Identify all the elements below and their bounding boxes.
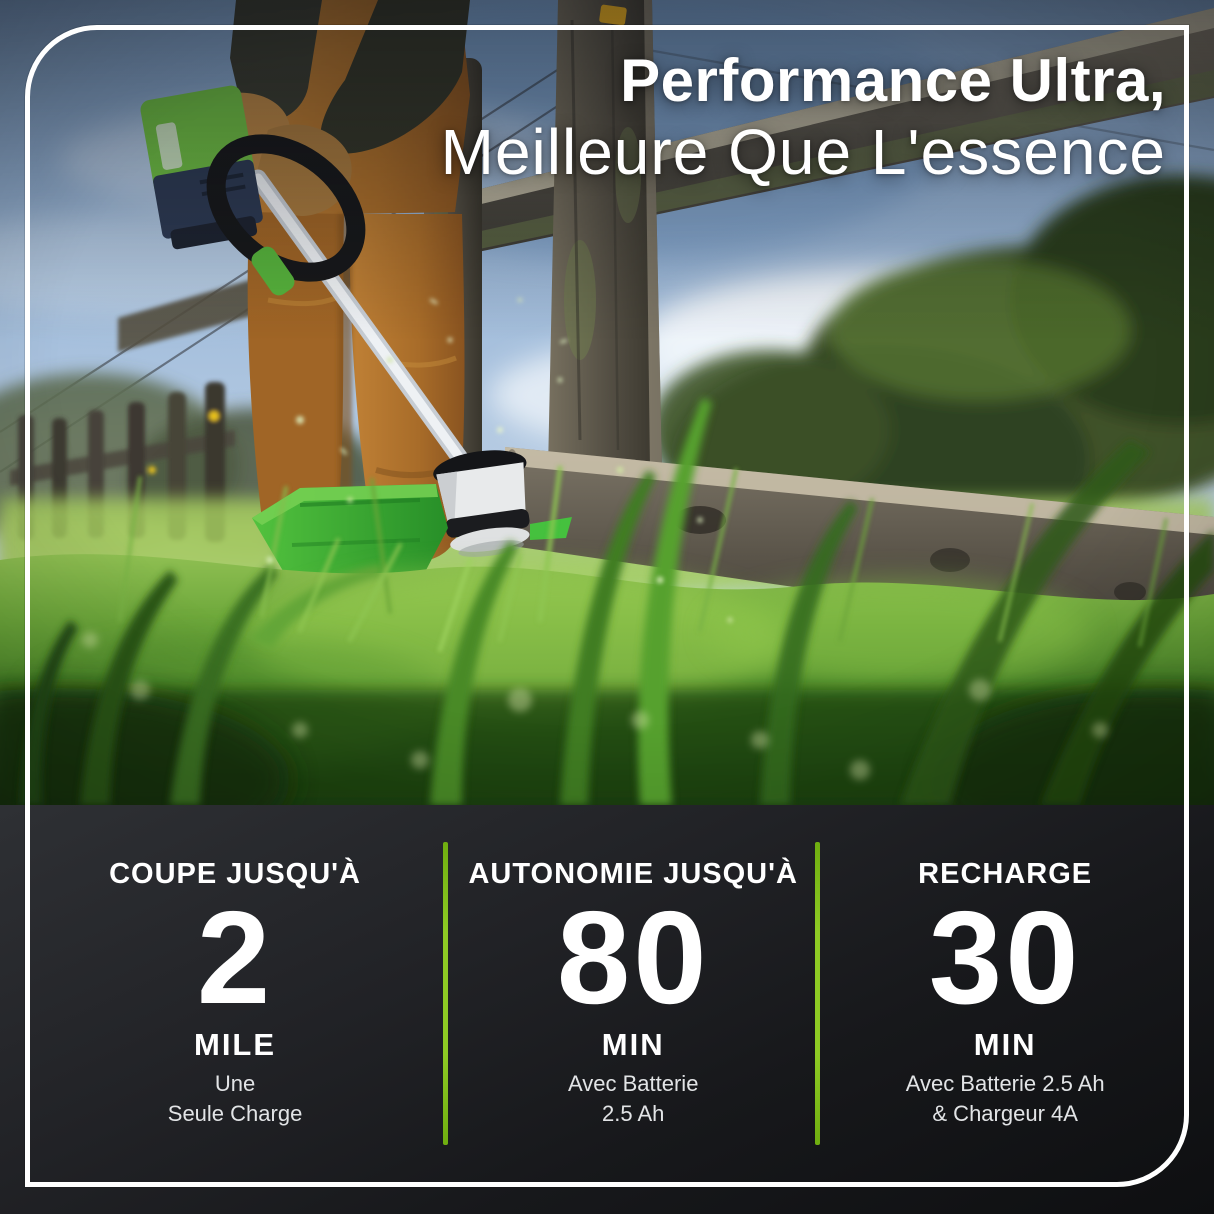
stat-caption: Avec Batterie 2.5 Ah [567,1071,699,1126]
stat-label: COUPE JUSQU'À [109,858,362,890]
stat-value: 2 [196,884,274,1031]
stat-column-runtime: AUTONOMIE JUSQU'À 80 MIN Avec Batterie 2… [446,805,820,1214]
stat-label: RECHARGE [918,858,1093,890]
headline: Performance Ultra, Meilleure Que L'essen… [440,47,1166,188]
headline-line2: Meilleure Que L'essence [440,116,1166,188]
green-divider [815,842,820,1145]
photo-vignette [0,0,1214,805]
stat-unit: MILE [194,1027,277,1062]
stat-unit: MIN [601,1027,665,1062]
stat-value: 80 [556,884,710,1031]
hero-photo-illustration [0,0,1214,805]
stats-panel: COUPE JUSQU'À 2 MILE Une Seule Charge AU… [0,805,1214,1214]
green-divider [443,842,448,1145]
stats-columns: COUPE JUSQU'À 2 MILE Une Seule Charge AU… [24,805,1190,1214]
stat-unit: MIN [973,1027,1037,1062]
stat-column-cut-range: COUPE JUSQU'À 2 MILE Une Seule Charge [24,805,446,1214]
headline-line1: Performance Ultra, [620,47,1166,114]
stat-value: 30 [928,884,1082,1031]
stat-caption: Avec Batterie 2.5 Ah & Chargeur 4A [905,1071,1105,1126]
stat-caption: Une Seule Charge [167,1071,303,1126]
hero-photo [0,0,1214,805]
stat-column-recharge: RECHARGE 30 MIN Avec Batterie 2.5 Ah & C… [820,805,1190,1214]
stat-label: AUTONOMIE JUSQU'À [468,858,798,890]
